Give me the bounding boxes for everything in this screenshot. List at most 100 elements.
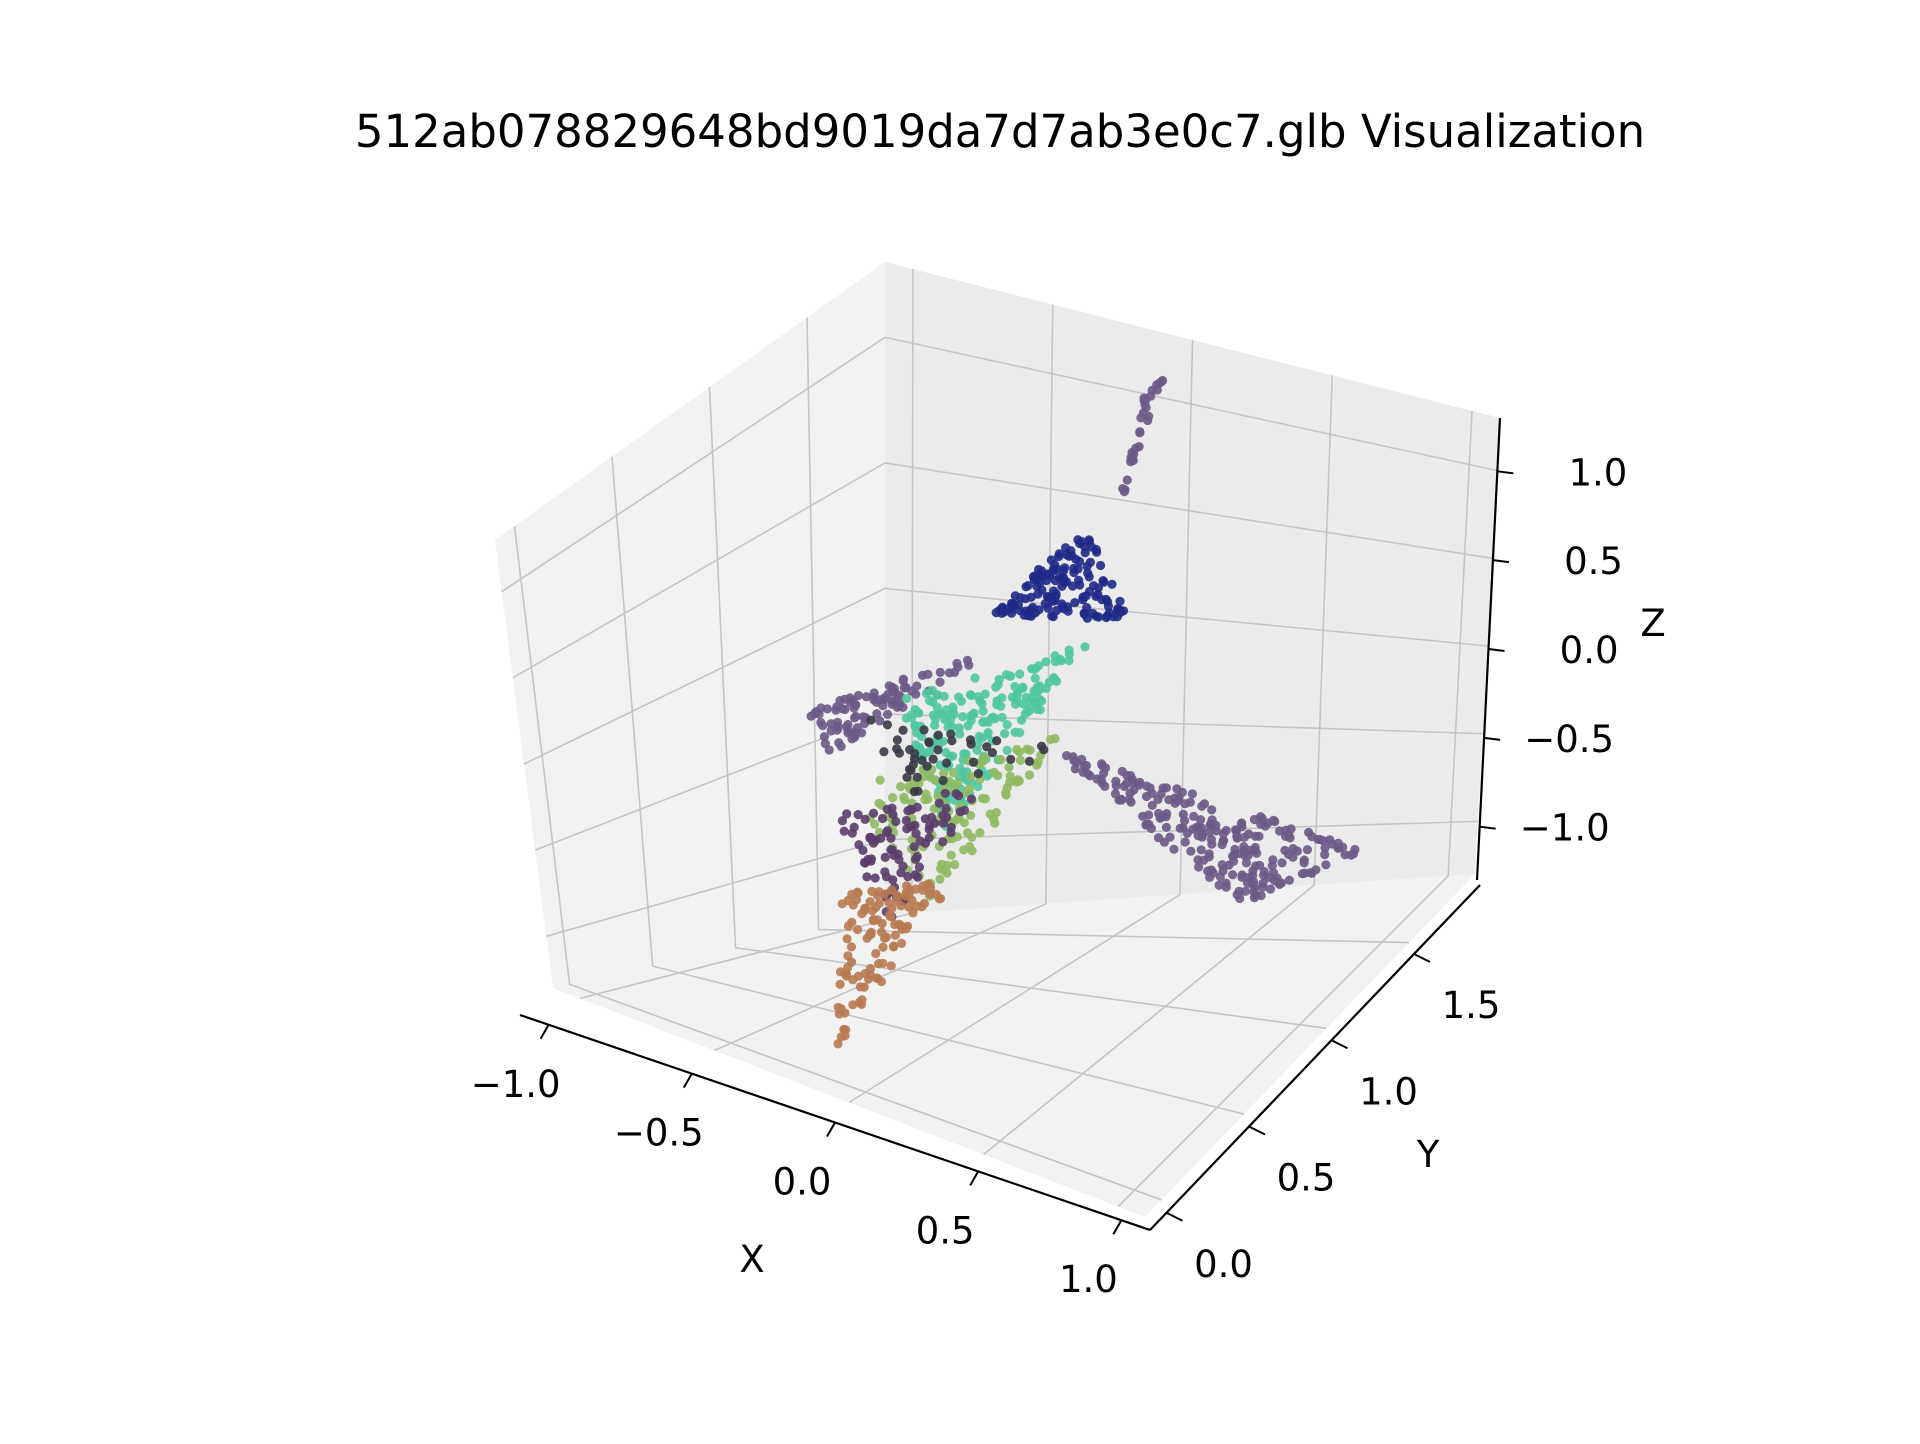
scatter-point — [847, 957, 857, 967]
y-grid-line — [513, 526, 1162, 1201]
scatter-point — [1046, 555, 1056, 565]
scatter-point — [1249, 814, 1259, 825]
scatter-point — [964, 660, 974, 670]
scatter-point — [992, 736, 1002, 746]
scatter-point — [911, 854, 921, 864]
scatter-point — [894, 700, 905, 711]
scatter-point — [1045, 571, 1055, 581]
scatter-point — [1214, 880, 1224, 890]
scatter-point — [850, 713, 860, 723]
scatter-point — [985, 809, 995, 819]
scatter-point — [849, 822, 859, 832]
scatter-point — [1207, 805, 1217, 815]
scatter-point — [938, 837, 948, 847]
scatter-point — [966, 794, 977, 804]
scatter-point — [1002, 720, 1012, 730]
scatter-point — [1010, 591, 1020, 601]
scatter-point — [1135, 428, 1145, 438]
scatter-point — [966, 739, 976, 749]
scatter-point — [1018, 683, 1028, 693]
scatter-point — [836, 741, 846, 752]
scatter-point — [1249, 877, 1259, 887]
scatter-point — [1094, 612, 1104, 622]
scatter-point — [938, 775, 948, 786]
x-tick-mark — [539, 1024, 550, 1040]
scatter-point — [938, 810, 948, 821]
scatter-point — [1000, 729, 1010, 739]
scatter-point — [874, 887, 884, 897]
scatter-point — [1023, 705, 1033, 715]
scatter-point — [1249, 887, 1259, 897]
scatter-point — [1126, 771, 1136, 781]
scatter-point — [1139, 393, 1149, 403]
scatter-point — [1340, 850, 1350, 860]
scatter-point — [966, 771, 976, 782]
scatter-point — [1121, 778, 1132, 789]
scatter-point — [1085, 771, 1095, 781]
scatter-point — [1138, 811, 1148, 821]
scatter-point — [1172, 784, 1182, 794]
scatter-point — [930, 720, 940, 730]
scatter-point — [1080, 548, 1090, 558]
scatter-point — [935, 677, 945, 687]
scatter-points — [806, 375, 1360, 1049]
y-axis-label: Y — [1416, 1133, 1440, 1176]
scatter-point — [1258, 878, 1268, 888]
scatter-point — [1315, 834, 1325, 845]
scatter-point — [860, 903, 870, 914]
scatter-point — [1034, 681, 1044, 691]
scatter-point — [1006, 671, 1016, 681]
scatter-point — [1051, 591, 1061, 602]
scatter-point — [866, 927, 876, 938]
scatter-point — [980, 689, 990, 699]
scatter-point — [1237, 870, 1247, 880]
scatter-point — [1039, 745, 1049, 755]
scatter-point — [1237, 822, 1247, 832]
scatter-point — [1305, 868, 1315, 878]
scatter-point — [855, 982, 866, 992]
scatter-point — [1046, 734, 1056, 745]
scatter-point — [1005, 771, 1015, 781]
scatter-point — [905, 804, 916, 815]
scatter-point — [928, 710, 939, 720]
scatter-point — [843, 728, 853, 738]
scatter-point — [932, 690, 942, 700]
x-tick-label: −1.0 — [471, 1063, 561, 1106]
scatter-point — [902, 881, 912, 891]
scatter-point — [867, 886, 877, 897]
scatter-point — [1280, 845, 1290, 856]
scatter-point — [1024, 770, 1035, 780]
scatter-point — [856, 999, 867, 1010]
scatter-point — [820, 739, 830, 749]
scatter-point — [924, 737, 934, 747]
scatter-point — [889, 942, 899, 952]
scatter-point — [912, 772, 922, 782]
scatter-point — [1032, 760, 1042, 770]
scatter-point — [837, 899, 847, 909]
scatter-point — [840, 704, 850, 715]
scatter-point — [970, 673, 980, 683]
scatter-point — [897, 938, 907, 949]
scatter-point — [867, 906, 877, 916]
scatter-point — [1002, 745, 1012, 756]
scatter-point — [1030, 673, 1040, 683]
scatter-point — [1085, 557, 1095, 567]
scatter-point — [862, 872, 872, 882]
scatter-point — [850, 730, 860, 740]
scatter-point — [901, 815, 911, 826]
scatter-point — [1161, 822, 1171, 833]
scatter-point — [1073, 535, 1083, 545]
scatter-point — [1204, 852, 1214, 862]
scatter-point — [909, 787, 920, 797]
scatter-point — [1205, 872, 1215, 883]
scatter-point — [886, 912, 896, 922]
scatter-point — [1034, 661, 1044, 671]
x-tick-label: 0.5 — [916, 1209, 975, 1252]
scatter-point — [938, 818, 948, 828]
scatter-point — [1035, 705, 1045, 715]
scatter-point — [874, 898, 884, 909]
scatter-point — [903, 921, 913, 931]
scatter-point — [958, 712, 968, 722]
scatter-point — [973, 781, 983, 792]
